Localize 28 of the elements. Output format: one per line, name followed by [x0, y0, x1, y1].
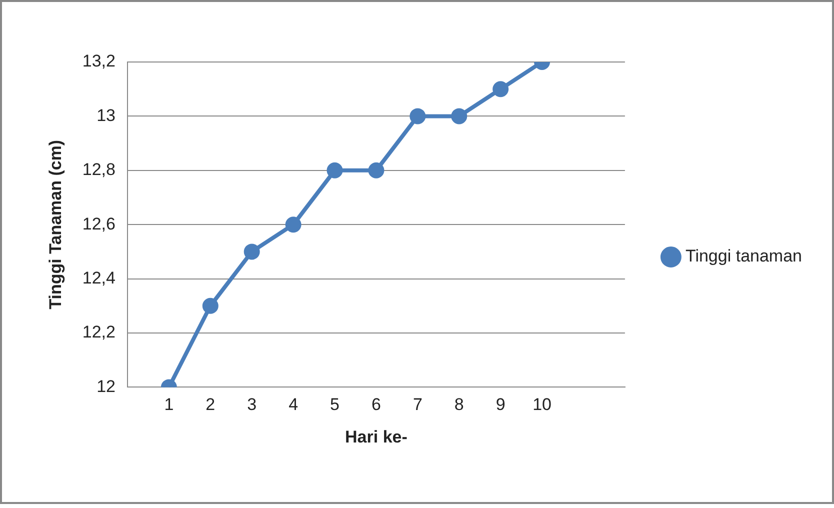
- y-tick-label: 12,4: [82, 268, 116, 288]
- point: [451, 108, 468, 124]
- y-tick-label: 12: [96, 376, 116, 396]
- x-tick-label: 6: [371, 395, 381, 414]
- point: [326, 162, 343, 178]
- point: [244, 244, 260, 260]
- point: [285, 216, 302, 233]
- y-tick-label: 13: [96, 106, 116, 125]
- legend-label: Tinggi tanaman: [685, 246, 802, 266]
- x-tick-label: 3: [247, 395, 257, 414]
- y-axis-title: Tinggi Tanaman (cm): [46, 140, 65, 310]
- y-tick-label: 12,8: [82, 160, 116, 180]
- x-tick-label: 5: [330, 395, 340, 414]
- point: [410, 108, 426, 124]
- x-tick-label: 2: [206, 395, 216, 414]
- x-tick-label: 8: [454, 395, 464, 414]
- point: [368, 162, 384, 178]
- x-tick-label: 9: [496, 395, 506, 414]
- point: [492, 81, 509, 98]
- y-tick-label: 12,6: [82, 214, 116, 234]
- point: [202, 298, 218, 314]
- y-tick-label: 13,2: [82, 52, 116, 71]
- y-tick-label: 12,2: [82, 322, 116, 342]
- x-tick-label: 7: [412, 395, 422, 414]
- x-tick-label: 1: [164, 395, 174, 414]
- x-tick-label: 4: [288, 395, 298, 414]
- x-axis-title: Hari ke-: [345, 427, 408, 446]
- x-tick-label: 10: [532, 395, 552, 414]
